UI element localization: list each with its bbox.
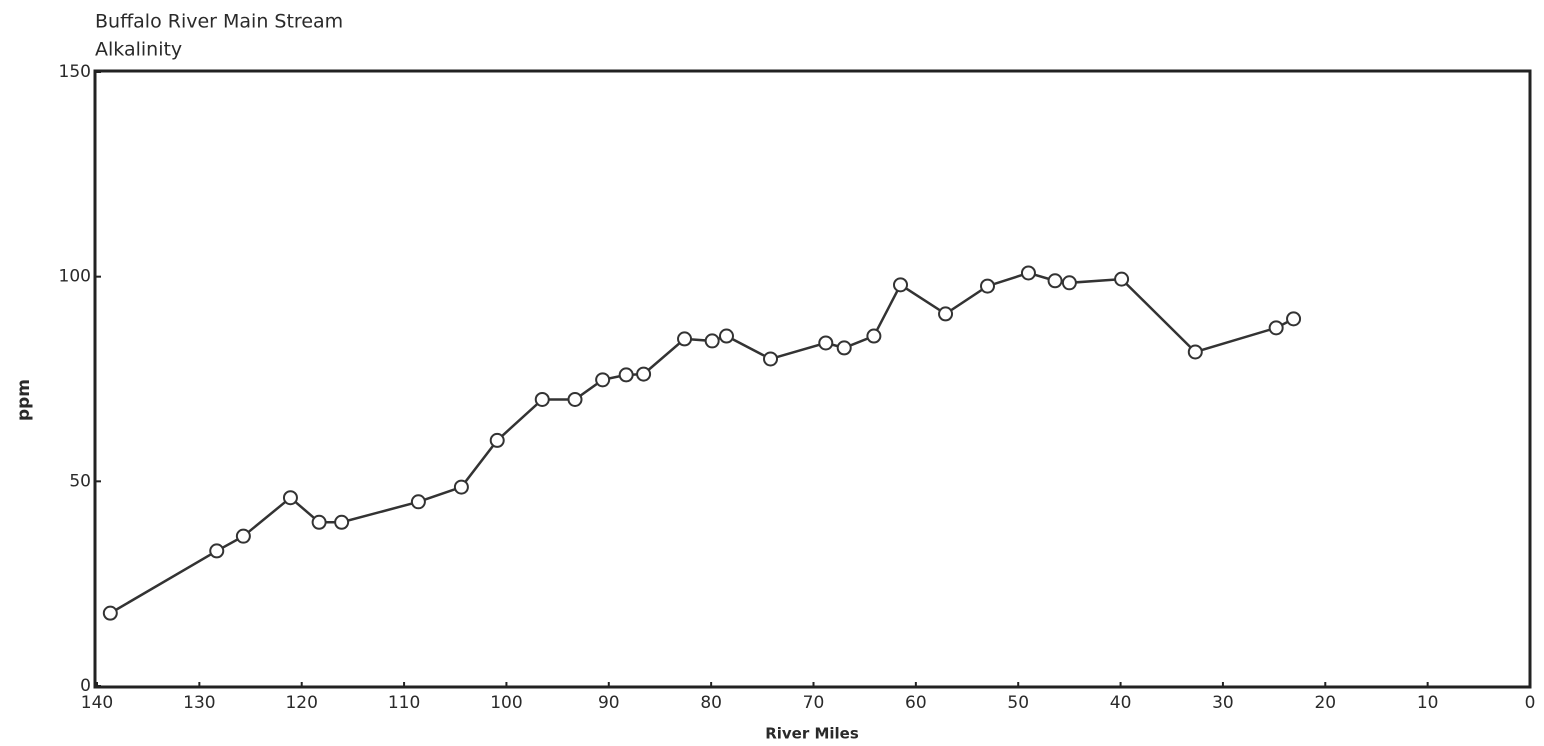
x-tick-label: 110 — [388, 693, 420, 713]
data-point — [311, 514, 327, 530]
x-tick-label: 60 — [905, 693, 927, 713]
data-point — [818, 335, 834, 351]
x-tick-label: 40 — [1110, 693, 1132, 713]
data-point — [209, 543, 225, 559]
data-point — [718, 328, 734, 344]
y-tick-label: 150 — [59, 62, 91, 82]
data-point — [282, 490, 298, 506]
x-tick-label: 30 — [1212, 693, 1234, 713]
data-point — [1047, 273, 1063, 289]
data-point — [1114, 271, 1130, 287]
data-point — [866, 328, 882, 344]
data-point — [489, 432, 505, 448]
data-point — [677, 331, 693, 347]
data-point — [1286, 311, 1302, 327]
x-tick-label: 80 — [700, 693, 722, 713]
y-tick-label: 0 — [80, 676, 91, 696]
data-point — [102, 605, 118, 621]
data-point — [1268, 320, 1284, 336]
chart-subtitle: Alkalinity — [95, 39, 182, 61]
data-point — [636, 366, 652, 382]
plot-frame — [93, 69, 1532, 689]
x-tick-label: 20 — [1314, 693, 1336, 713]
data-point — [893, 277, 909, 293]
x-tick-label: 0 — [1525, 693, 1536, 713]
data-point — [980, 278, 996, 294]
data-point — [938, 306, 954, 322]
data-point — [595, 372, 611, 388]
data-point — [334, 514, 350, 530]
data-point — [534, 391, 550, 407]
x-tick-label: 100 — [490, 693, 522, 713]
data-point — [836, 340, 852, 356]
x-tick-label: 50 — [1007, 693, 1029, 713]
x-tick-label: 140 — [81, 693, 113, 713]
chart-title: Buffalo River Main Stream — [95, 11, 343, 33]
data-point — [763, 351, 779, 367]
data-point — [235, 528, 251, 544]
data-point — [1061, 275, 1077, 291]
data-line — [109, 271, 1295, 615]
y-axis-label: ppm — [14, 379, 34, 421]
y-tick-label: 100 — [59, 267, 91, 287]
data-point — [704, 333, 720, 349]
x-tick-label: 90 — [598, 693, 620, 713]
x-tick-label: 130 — [183, 693, 215, 713]
data-point — [1020, 265, 1036, 281]
y-tick-label: 50 — [69, 471, 91, 491]
x-tick-label: 120 — [285, 693, 317, 713]
x-tick-label: 10 — [1417, 693, 1439, 713]
data-point — [1187, 344, 1203, 360]
data-point — [618, 367, 634, 383]
data-point — [453, 479, 469, 495]
data-point — [567, 391, 583, 407]
data-point — [410, 494, 426, 510]
x-axis-label: River Miles — [765, 725, 859, 743]
x-tick-label: 70 — [803, 693, 825, 713]
